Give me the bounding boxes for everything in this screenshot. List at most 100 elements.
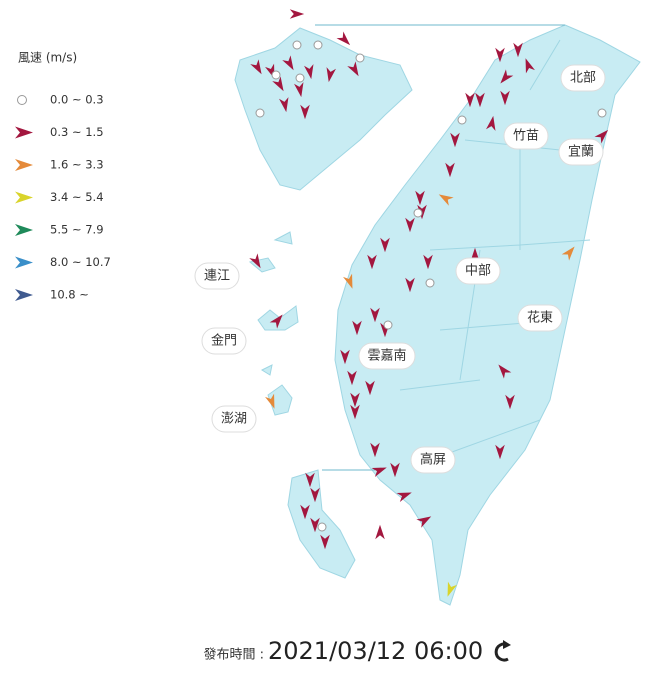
legend-label: 5.5 ~ 7.9: [50, 223, 104, 237]
arrow-shape: [305, 472, 315, 488]
matsu: [248, 231, 293, 273]
arrow-shape: [390, 462, 400, 478]
north-inset: [234, 27, 413, 191]
calm-marker: [271, 70, 281, 80]
region-label: 宜蘭: [568, 144, 594, 160]
arrow-shape: [525, 58, 535, 74]
wind-arrow: [326, 67, 336, 83]
arrow-shape: [336, 31, 351, 46]
wind-arrow: [15, 159, 33, 171]
arrow-shape: [15, 191, 33, 204]
wind-arrows: [249, 9, 609, 597]
legend-label: 3.4 ~ 5.4: [50, 190, 104, 204]
wind-arrow: [513, 42, 523, 58]
wind-arrow: [352, 320, 362, 336]
region-box: [201, 327, 247, 355]
wind-arrow: [594, 129, 609, 144]
arrow-shape: [249, 253, 261, 269]
wind-arrow: [300, 104, 310, 120]
arrow-shape: [15, 159, 33, 171]
calm-marker: [383, 320, 393, 330]
wind-arrow: [405, 277, 415, 293]
wind-arrow: [390, 462, 400, 478]
arrow-shape: [15, 256, 33, 269]
arrow-shape: [265, 393, 275, 409]
wind-arrow: [486, 115, 496, 131]
wind-arrow: [279, 97, 289, 113]
arrow-shape: [371, 467, 387, 477]
calm-marker: [317, 522, 327, 532]
wind-arrow: [495, 47, 505, 63]
arrow-shape: [15, 126, 33, 139]
calm-marker: [292, 40, 302, 50]
arrow-shape: [495, 444, 505, 460]
wind-arrow: [320, 534, 330, 550]
calm-marker: [413, 208, 423, 218]
wind-arrow: [265, 393, 275, 409]
wind-arrow: [15, 289, 33, 301]
wind-arrow: [272, 76, 284, 92]
wind-arrow: [375, 524, 385, 540]
wind-arrow: [505, 394, 515, 410]
calm-marker: [355, 53, 365, 63]
release-label: 發布時間 :: [203, 648, 264, 663]
region-box: [558, 138, 604, 166]
calm-marker: [255, 108, 265, 118]
wind-arrow: [396, 492, 412, 502]
wind-arrow: [465, 92, 475, 108]
region-box: [211, 405, 257, 433]
wind-arrow: [371, 467, 387, 477]
arrow-shape: [505, 394, 515, 410]
wind-arrow: [347, 370, 357, 386]
arrow-shape: [300, 104, 310, 120]
arrow-shape: [405, 217, 415, 233]
calm-marker: [313, 40, 323, 50]
region-box: [503, 122, 549, 150]
arrow-shape: [310, 487, 320, 503]
wind-arrow: [336, 31, 351, 46]
arrow-shape: [347, 61, 359, 77]
arrow-shape: [416, 516, 432, 528]
wind-arrow: [423, 254, 433, 270]
wind-arrow: [495, 444, 505, 460]
wind-arrow: [289, 9, 305, 19]
wind-arrow: [269, 314, 283, 329]
arrow-shape: [405, 277, 415, 293]
arrow-shape: [300, 504, 310, 520]
arrow-shape: [272, 76, 284, 92]
arrow-shape: [282, 55, 294, 71]
arrow-shape: [450, 132, 460, 148]
wind-arrow: [15, 256, 33, 269]
wind-arrow: [365, 380, 375, 396]
wind-arrow: [15, 191, 33, 204]
wind-arrow: [370, 442, 380, 458]
legend-label: 8.0 ~ 10.7: [50, 255, 111, 269]
arrow-shape: [289, 9, 305, 19]
arrow-shape: [500, 90, 510, 106]
arrow-shape: [423, 254, 433, 270]
wind-arrow: [380, 237, 390, 253]
arrow-shape: [370, 442, 380, 458]
region-label: 連江: [204, 269, 230, 284]
arrow-shape: [350, 404, 360, 420]
arrow-shape: [561, 246, 575, 261]
arrow-shape: [370, 307, 380, 323]
arrow-shape: [438, 194, 454, 206]
wind-arrow: [282, 55, 294, 71]
refresh-icon-head[interactable]: [503, 640, 511, 649]
legend-label: 0.3 ~ 1.5: [50, 125, 104, 139]
arrow-shape: [365, 380, 375, 396]
wind-arrow: [347, 61, 359, 77]
wind-arrow: [300, 504, 310, 520]
arrow-shape: [310, 517, 320, 533]
region-box: [194, 262, 240, 290]
wind-arrow: [416, 516, 432, 528]
legend-symbol: [17, 95, 27, 105]
release-time: 2021/03/12 06:00: [268, 637, 483, 665]
wind-arrow: [450, 132, 460, 148]
wind-arrow: [15, 126, 33, 139]
arrow-shape: [498, 364, 512, 379]
arrow-shape: [475, 92, 485, 108]
